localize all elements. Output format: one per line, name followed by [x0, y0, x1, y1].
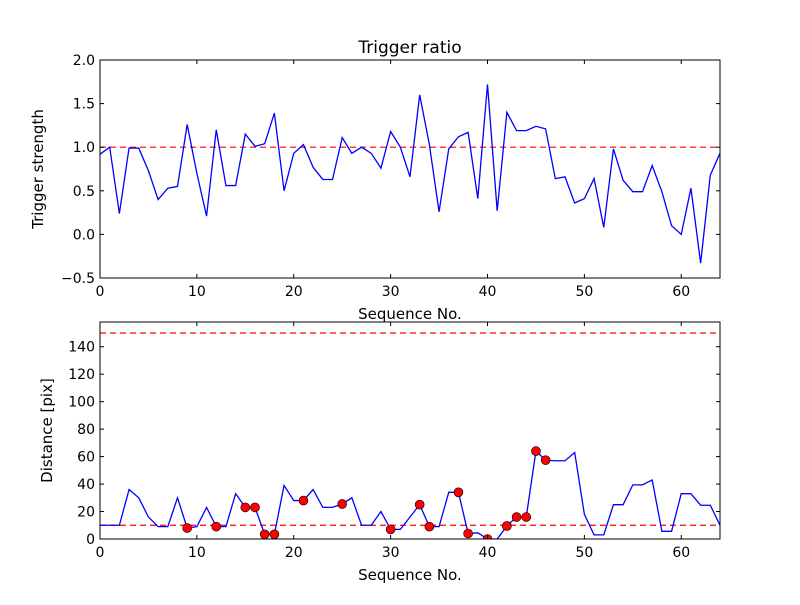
x-tick-label: 10 — [188, 284, 206, 300]
x-tick-label: 60 — [672, 545, 690, 561]
x-tick-label: 10 — [188, 545, 206, 561]
x-tick-label: 40 — [479, 545, 497, 561]
x-axis-label: Sequence No. — [358, 566, 462, 584]
data-point — [414, 499, 425, 510]
y-tick-label: 60 — [77, 450, 95, 466]
data-point — [511, 512, 522, 522]
y-axis-label: Trigger strength — [29, 109, 47, 230]
y-axis-label: Distance [pix] — [38, 378, 56, 483]
x-tick-label: 0 — [96, 545, 105, 561]
data-point — [502, 521, 512, 531]
x-axis-label: Sequence No. — [358, 305, 462, 323]
data-point — [211, 521, 222, 532]
y-tick-label: 140 — [68, 340, 95, 356]
x-tick-label: 40 — [479, 284, 497, 300]
axes-frame — [99, 321, 721, 540]
x-tick-label: 20 — [285, 545, 303, 561]
x-tick-label: 30 — [382, 284, 400, 300]
y-tick-label: 100 — [68, 395, 95, 411]
x-tick-label: 0 — [96, 284, 105, 300]
data-point — [531, 446, 541, 456]
series-line — [100, 449, 720, 539]
data-point — [424, 521, 435, 532]
y-tick-label: 80 — [77, 422, 95, 438]
y-tick-label: −0.5 — [61, 271, 95, 287]
data-point — [385, 524, 396, 535]
data-point — [259, 529, 270, 539]
y-tick-label: 20 — [77, 505, 95, 521]
y-tick-label: 0 — [86, 532, 95, 548]
subplot-2: 0 10 20 30 40 50 60 0 20 40 60 80 100 120 140 Sequence … — [38, 321, 721, 584]
y-tick-label: 2.0 — [73, 53, 95, 69]
y-tick-label: 1.0 — [73, 140, 95, 156]
data-point — [540, 455, 551, 465]
data-point — [182, 523, 192, 533]
data-point — [521, 512, 532, 522]
x-tick-label: 30 — [382, 545, 400, 561]
x-tick-label: 60 — [672, 284, 690, 300]
data-point — [250, 502, 260, 513]
y-tick-label: 0.0 — [73, 227, 95, 243]
y-tick-label: 0.5 — [73, 184, 95, 200]
data-point — [298, 495, 309, 506]
chart-title: Trigger ratio — [357, 38, 461, 58]
x-tick-label: 50 — [575, 545, 593, 561]
data-point — [240, 502, 251, 513]
data-point — [337, 499, 347, 509]
data-point — [463, 528, 473, 539]
x-tick-label: 20 — [285, 284, 303, 300]
subplot-1: 0 10 20 30 40 50 60 −0.5 0.0 0.5 1.0 1.5 2.0 Trigger … — [29, 38, 721, 323]
series-line — [100, 84, 720, 264]
y-tick-label: 1.5 — [73, 97, 95, 113]
y-tick-label: 120 — [68, 367, 95, 383]
y-tick-label: 40 — [77, 477, 95, 493]
x-tick-label: 50 — [575, 284, 593, 300]
data-point — [453, 487, 464, 498]
data-point — [269, 529, 280, 539]
axes-frame — [99, 59, 721, 279]
